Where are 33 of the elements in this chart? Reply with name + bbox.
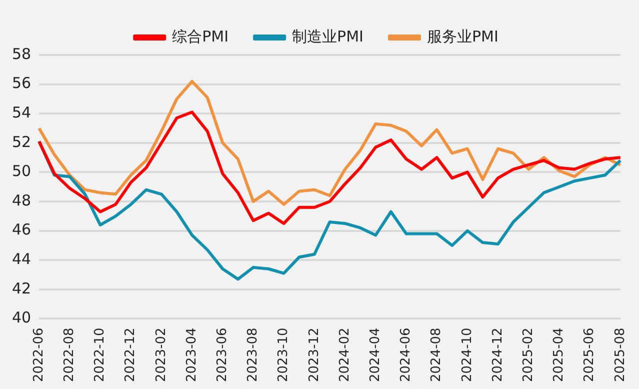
x-tick-label: 2023-12 xyxy=(306,328,322,382)
x-tick-label: 2024-10 xyxy=(460,328,475,382)
x-tick-label: 2022-10 xyxy=(92,328,108,382)
y-tick-label: 54 xyxy=(12,103,32,122)
x-tick-label: 2024-04 xyxy=(368,328,384,382)
x-tick-label: 2025-06 xyxy=(582,328,598,382)
x-tick-label: 2024-06 xyxy=(398,328,414,382)
y-tick-label: 48 xyxy=(12,191,32,210)
y-tick-label: 46 xyxy=(12,220,32,239)
x-tick-label: 2023-10 xyxy=(276,328,292,382)
x-tick-label: 2022-08 xyxy=(62,328,78,382)
y-tick-label: 56 xyxy=(12,74,32,92)
y-tick-label: 40 xyxy=(12,308,32,327)
y-tick-label: 50 xyxy=(12,162,32,180)
x-tick-label: 2023-02 xyxy=(154,328,169,382)
x-tick-label: 2022-06 xyxy=(31,328,46,382)
x-tick-label: 2023-06 xyxy=(215,328,230,382)
legend-label: 服务业PMI xyxy=(426,27,498,46)
y-tick-label: 58 xyxy=(12,44,32,63)
x-tick-label: 2024-02 xyxy=(337,328,352,382)
y-tick-label: 52 xyxy=(12,132,32,151)
x-tick-label: 2022-12 xyxy=(123,328,138,382)
x-tick-label: 2023-08 xyxy=(246,328,261,382)
x-tick-label: 2025-02 xyxy=(520,328,536,382)
y-tick-label: 44 xyxy=(12,250,32,268)
y-tick-label: 42 xyxy=(12,279,32,298)
legend-label: 综合PMI xyxy=(172,27,229,46)
x-tick-label: 2025-04 xyxy=(552,328,567,382)
x-tick-label: 2025-08 xyxy=(612,328,628,382)
legend-label: 制造业PMI xyxy=(292,27,364,46)
x-tick-label: 2023-04 xyxy=(184,328,200,382)
x-tick-label: 2024-08 xyxy=(429,328,444,382)
x-tick-label: 2024-12 xyxy=(490,328,506,382)
